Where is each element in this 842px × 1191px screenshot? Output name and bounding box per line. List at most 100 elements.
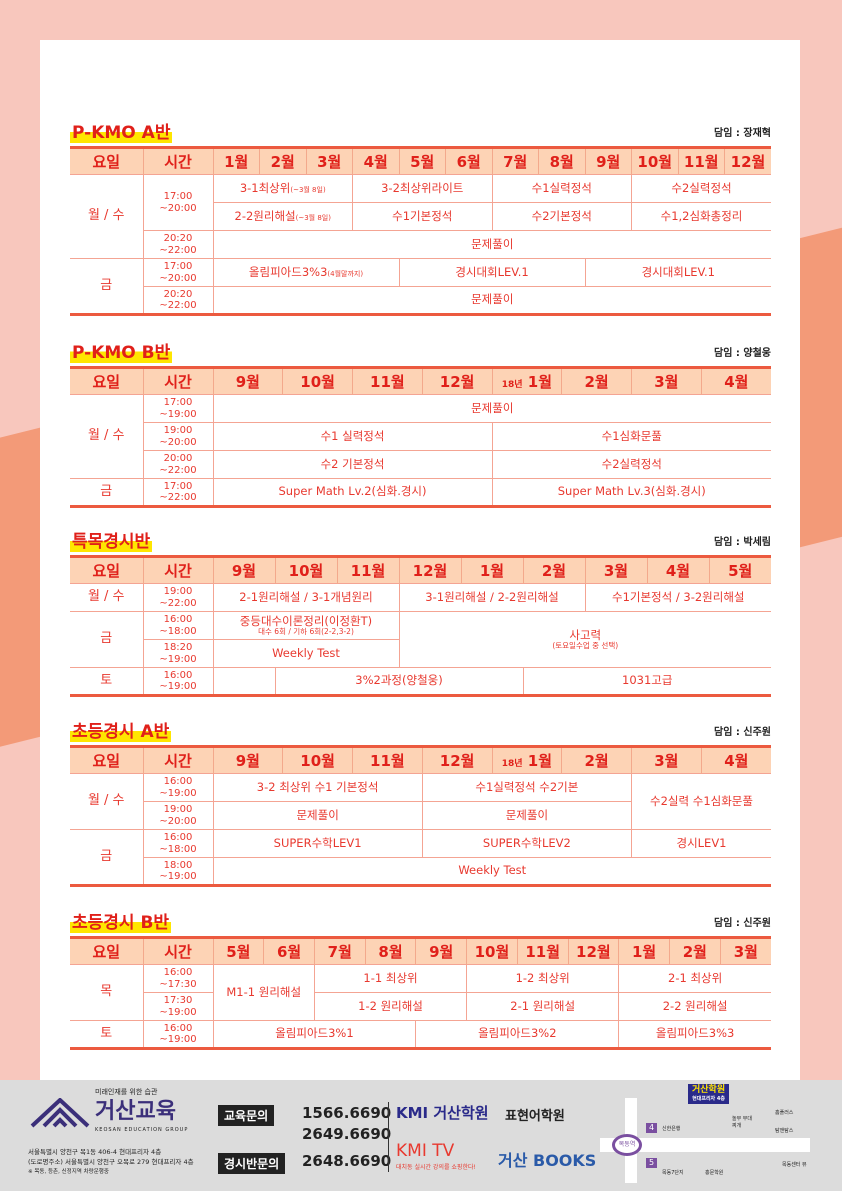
day-cell: 금 [70,829,144,886]
month-label: 1월 [224,153,249,171]
map-exit-5: 5 [646,1158,658,1168]
class-name: 수1심화문풀 [601,428,662,443]
class-name: Super Math Lv.3(심화.경시) [557,484,706,499]
class-name: 2-2원리해설 [234,208,296,223]
month-label: 2월 [682,943,707,961]
time-cell: 20:20 ~22:00 [143,230,214,259]
edu-phone-2[interactable]: 2649.6690 [302,1125,392,1143]
month-header: 2월 [561,746,632,774]
map-exit-4: 4 [646,1123,658,1133]
year-prefix: 18년 [501,759,523,769]
class-name: 사고력 [569,627,602,642]
header-time: 시간 [142,556,213,584]
time-cell: 18:00 ~19:00 [143,857,214,886]
month-label: 9월 [231,562,257,580]
class-cell: 3-2 최상위 수1 기본정석 [212,773,423,802]
edu-phone-1[interactable]: 1566.6690 [302,1104,392,1122]
class-name: 2-2 원리해설 [662,998,728,1013]
month-header: 9월 [415,937,467,965]
class-name: 1-2 최상위 [515,970,570,985]
class-cell: 경시대회LEV.1 [584,258,771,287]
month-header: 11월 [352,746,423,774]
month-label: 8월 [378,943,403,961]
schedule-table: 요일 시간 9월 10월 11월 12월 1월 2월 3월 4월 5월 월 / 수 19:00 ~22:… [70,555,771,697]
month-header: 9월 [212,367,283,395]
class-name: 문제풀이 [471,400,514,415]
header-row: 요일 시간 1월 2월 3월 4월 5월 6월 7월 8월 9월 10월 11월 12월 [70,147,771,175]
class-name: 올림피아드3%3 [248,264,328,279]
class-name: 수1실력정석 [531,180,592,195]
class-cell: 올림피아드3%3 [618,1020,771,1049]
month-header: 12월 [567,937,619,965]
class-cell: 2-1 최상위 [618,964,771,993]
class-name: 3-2 최상위 수1 기본정석 [256,779,379,794]
month-header: 3월 [631,367,702,395]
class-note: (4월말까지) [327,269,364,278]
map-poi: 탐앤탐스 [775,1128,794,1134]
month-label: 8월 [549,153,574,171]
month-header: 11월 [516,937,569,965]
time-cell: 16:00 ~19:00 [142,773,214,802]
class-cell: 올림피아드3%2 [415,1020,620,1049]
address-2: (도로명주소) 서울특별시 양천구 오목로 279 현대프리자 4층 [28,1158,194,1166]
time-cell: 18:20 ~19:00 [143,639,214,668]
month-label: 12월 [439,752,475,770]
month-header: 1월 [618,937,670,965]
class-cell: 경시대회LEV.1 [398,258,586,287]
table-row: 금 16:00 ~18:00 중등대수이론정리(이정환T) 대수 6회 / 기하 6회… [70,611,771,668]
class-cell: 문제풀이 [212,286,771,315]
class-cell: 수2실력정석 [631,174,771,203]
month-label: 11월 [370,373,405,391]
month-header: 4월 [352,147,399,175]
class-cell: 수1심화문풀 [491,422,771,451]
contest-inquiry-label: 경시반문의 [218,1153,286,1174]
class-cell: Weekly Test [212,857,771,886]
month-label: 10월 [637,153,673,171]
contest-phone[interactable]: 2648.6690 [302,1152,392,1170]
class-subtext: (토요일수업 중 선택) [552,640,619,650]
schedule-table: 요일 시간 1월 2월 3월 4월 5월 6월 7월 8월 9월 10월 11월 12월 월 / 수 17:0… [70,146,771,316]
month-label: 5월 [410,153,435,171]
month-label: 10월 [300,752,335,770]
month-label: 1월 [631,943,657,961]
table-row: 20:20 ~22:00 문제풀이 [70,230,771,259]
time-cell: 16:00 ~19:00 [142,667,214,696]
class-cell: 수2기본정석 [491,202,632,231]
kmitv-tagline: 대치동 실시간 강의를 쇼핑한다! [396,1164,476,1171]
month-label: 9월 [235,752,260,770]
table-row: 토 16:00 ~19:00 올림피아드3%1 올림피아드3%2 올림피아드3%3 [70,1020,771,1049]
class-cell: 1-2 원리해설 [313,992,468,1021]
class-cell: 사고력 (토요일수업 중 선택) [398,611,771,668]
month-header: 2월 [259,147,306,175]
map-road-h [600,1138,810,1152]
month-label: 7월 [327,943,352,961]
month-header: 8월 [364,937,416,965]
month-label: 3월 [733,943,758,961]
map-poi: 홈플러스 [775,1110,794,1116]
month-header: 9월 [212,746,283,774]
month-header: 11월 [336,556,399,584]
month-label: 9월 [235,373,260,391]
class-cell: 3-1원리해설 / 2-2원리해설 [398,583,586,612]
day-cell: 월 / 수 [70,583,144,612]
teacher-name: 담임 : 양철웅 [714,348,771,359]
month-header: 3월 [584,556,647,584]
month-label: 12월 [439,373,475,391]
class-name: 3-1원리해설 / 2-2원리해설 [425,589,559,604]
month-header: 5월 [708,556,771,584]
brand-en: KEOSAN EDUCATION GROUP [95,1127,189,1133]
month-label: 9월 [596,153,621,171]
month-label: 4월 [724,373,749,391]
month-header: 6월 [263,937,315,965]
month-header: 18년 1월 [491,367,562,395]
month-header: 12월 [421,746,492,774]
table-row: 17:30 ~19:00 1-2 원리해설 2-1 원리해설 2-2 원리해설 [70,992,771,1021]
month-header: 3월 [719,937,771,965]
day-cell: 금 [70,258,144,315]
logo-mountains-icon [30,1098,90,1128]
month-label: 1월 [527,373,553,391]
class-cell: SUPER수학LEV1 [212,829,423,858]
class-name: 2-1 최상위 [668,970,723,985]
teacher-name: 담임 : 신주원 [714,918,771,929]
month-label: 2월 [584,373,609,391]
